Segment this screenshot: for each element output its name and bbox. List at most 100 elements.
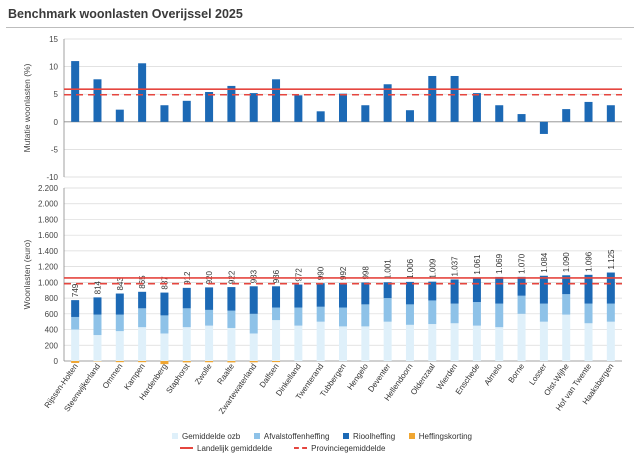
bar-afval (517, 295, 526, 314)
bar-riool (182, 287, 191, 309)
bar-riool (606, 272, 615, 304)
bar-riool (205, 287, 214, 310)
legend-label-provincie: Provinciegemiddelde (311, 443, 386, 453)
bar-riool (383, 282, 392, 299)
chart-legend: Gemiddelde ozb Afvalstoffenheffing Riool… (172, 430, 472, 454)
bar-mutatie (115, 109, 124, 122)
bar-mutatie (160, 105, 169, 122)
x-category-label: Staphorst (164, 361, 191, 395)
ytick-label-bottom: 600 (45, 310, 59, 319)
bar-riool (562, 275, 571, 295)
legend-swatch-korting (408, 433, 415, 439)
data-label-total: 1.069 (495, 253, 504, 274)
bar-afval (472, 302, 481, 326)
legend-item-afval: Afvalstoffenheffing (253, 431, 330, 441)
bar-afval (294, 307, 303, 326)
bar-ozb (115, 331, 124, 361)
bar-afval (249, 313, 258, 334)
bar-ozb (450, 323, 459, 361)
bar-ozb (428, 324, 437, 361)
legend-swatch-riool (343, 433, 350, 439)
bar-ozb (539, 321, 548, 361)
legend-label-landelijk: Landelijk gemiddelde (197, 443, 273, 453)
y-axis-title-top: Mutatie woonlasten (%) (22, 63, 32, 152)
bar-afval (405, 304, 414, 325)
bar-mutatie (316, 111, 325, 122)
data-label-total: 922 (227, 270, 236, 284)
bar-afval (160, 315, 169, 334)
bar-mutatie (227, 85, 236, 122)
data-label-total: 990 (317, 266, 326, 280)
legend-label-afval: Afvalstoffenheffing (263, 431, 330, 441)
bar-riool (93, 297, 102, 315)
ytick-label-bottom: 2.000 (38, 200, 59, 209)
bar-mutatie (361, 105, 370, 122)
bar-ozb (138, 327, 147, 361)
bar-afval (606, 303, 615, 322)
bar-korting (249, 361, 258, 363)
data-label-total: 992 (339, 266, 348, 280)
data-label-total: 887 (160, 276, 169, 290)
legend-row-lines: Landelijk gemiddelde Provinciegemiddelde (172, 442, 472, 454)
bar-mutatie (272, 79, 281, 122)
bar-ozb (383, 321, 392, 361)
bar-mutatie (517, 114, 526, 122)
data-label-total: 814 (93, 280, 102, 294)
bar-mutatie (182, 100, 191, 122)
x-category-label: Ommen (101, 362, 125, 390)
bar-ozb (71, 329, 80, 361)
bar-riool (495, 276, 504, 304)
bar-ozb (93, 335, 102, 361)
chart-canvas: -10 -5 0 5 10 15 Mutatie woonlasten (%) 0 200 400… (22, 35, 622, 416)
ytick-label-bottom: 0 (54, 357, 59, 366)
legend-line-landelijk (180, 447, 193, 449)
bar-riool (294, 284, 303, 308)
bar-ozb (316, 321, 325, 361)
bar-korting (205, 361, 214, 363)
title-divider (6, 27, 634, 28)
bar-mutatie (472, 93, 481, 122)
bar-korting (71, 361, 80, 363)
bar-ozb (495, 327, 504, 361)
bar-ozb (405, 324, 414, 361)
data-label-total: 1.009 (428, 258, 437, 279)
bar-ozb (361, 326, 370, 361)
data-label-total: 1.084 (540, 252, 549, 273)
bar-afval (495, 303, 504, 328)
bar-mutatie (205, 91, 214, 122)
bar-korting (115, 361, 124, 363)
bar-ozb (182, 327, 191, 361)
bar-mutatie (138, 63, 147, 122)
data-label-total: 865 (138, 275, 147, 289)
bar-afval (339, 307, 347, 327)
bar-riool (450, 279, 459, 304)
bar-afval (272, 307, 281, 321)
bar-riool (249, 286, 258, 314)
data-label-total: 1.096 (585, 251, 594, 272)
bar-ozb (272, 320, 281, 361)
bar-korting (138, 361, 147, 363)
ytick-label-top: 0 (54, 118, 59, 127)
bar-afval (584, 303, 593, 324)
bar-riool (405, 281, 414, 305)
data-label-total: 998 (361, 266, 370, 280)
bar-ozb (294, 325, 303, 361)
bar-riool (517, 276, 526, 296)
bar-mutatie (294, 95, 303, 122)
bar-riool (138, 291, 147, 309)
ytick-label-bottom: 1.000 (38, 278, 59, 287)
bar-mutatie (93, 79, 102, 122)
ytick-label-bottom: 800 (45, 294, 59, 303)
ytick-label-top: -5 (51, 145, 59, 154)
bar-korting (272, 361, 281, 363)
legend-line-provincie (294, 447, 308, 449)
legend-item-provincie: Provinciegemiddelde (294, 444, 385, 453)
bar-ozb (517, 313, 526, 361)
bar-afval (539, 303, 548, 322)
ytick-label-bottom: 1.200 (38, 263, 59, 272)
data-label-total: 1.001 (384, 259, 393, 280)
ytick-label-bottom: 400 (45, 326, 59, 335)
bar-ozb (227, 327, 236, 361)
bar-mutatie (584, 101, 593, 122)
bar-korting (227, 361, 236, 363)
